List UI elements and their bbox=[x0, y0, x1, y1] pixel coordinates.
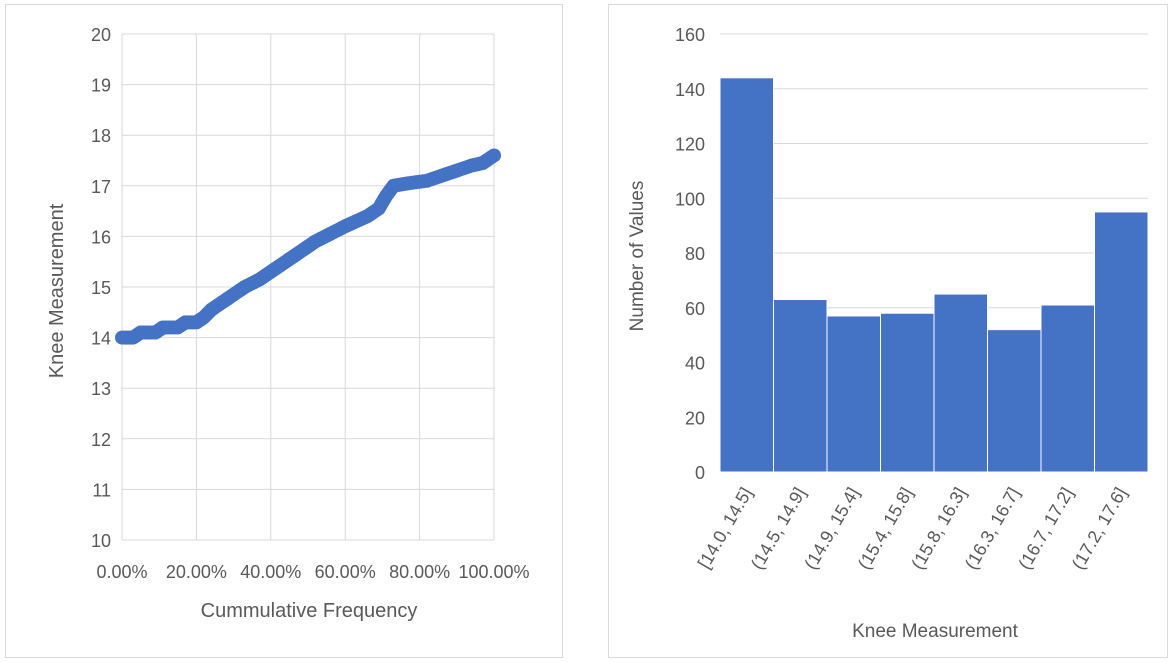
scatter-y-tick-label: 16 bbox=[91, 227, 111, 247]
scatter-y-tick-label: 11 bbox=[92, 480, 111, 500]
histogram-y-tick-label: 140 bbox=[675, 80, 705, 100]
histogram-x-tick-label: (14.9, 15.4] bbox=[800, 484, 863, 573]
scatter-y-tick-label: 10 bbox=[91, 531, 111, 551]
scatter-x-tick-label: 100.00% bbox=[458, 562, 529, 582]
scatter-x-axis-title: Cummulative Frequency bbox=[201, 600, 418, 622]
histogram-y-tick-label: 0 bbox=[695, 463, 705, 483]
scatter-y-tick-label: 20 bbox=[91, 25, 111, 45]
histogram-bar bbox=[719, 77, 774, 473]
histogram-y-tick-label: 120 bbox=[675, 135, 705, 155]
scatter-chart-panel: 10 11 12 13 14 15 16 17 18 19 20 0.00% 20.00% 40.00%… bbox=[5, 4, 563, 658]
histogram-y-tick-label: 160 bbox=[675, 25, 705, 45]
histogram-y-tick-label: 100 bbox=[675, 189, 705, 209]
histogram-x-tick-label: (15.4, 15.8] bbox=[854, 484, 917, 573]
scatter-chart: 10 11 12 13 14 15 16 17 18 19 20 0.00% 20.00% 40.00%… bbox=[46, 25, 530, 622]
histogram-x-tick-label: (15.8, 16.3] bbox=[907, 484, 970, 573]
scatter-x-tick-label: 60.00% bbox=[315, 562, 376, 582]
scatter-x-tick-label: 40.00% bbox=[240, 562, 301, 582]
scatter-point bbox=[487, 148, 501, 163]
scatter-y-axis-title: Knee Measurement bbox=[46, 203, 68, 378]
histogram-bar bbox=[1094, 211, 1149, 473]
histogram-chart-panel: 0 20 40 60 80 100 120 140 160 [14.0, 14.5] (14.5,… bbox=[608, 4, 1168, 658]
histogram-y-tick-label: 40 bbox=[685, 354, 705, 374]
histogram-x-axis-title: Knee Measurement bbox=[852, 621, 1019, 642]
histogram-x-tick-label: (17.2, 17.6] bbox=[1068, 484, 1131, 573]
scatter-x-tick-label: 80.00% bbox=[389, 562, 450, 582]
histogram-y-tick-label: 20 bbox=[685, 408, 705, 428]
scatter-y-tick-label: 12 bbox=[91, 430, 111, 450]
histogram-bar bbox=[933, 293, 988, 473]
scatter-x-tick-label: 0.00% bbox=[96, 562, 147, 582]
histogram-bar bbox=[826, 315, 881, 473]
histogram-x-tick-label: [14.0, 14.5] bbox=[694, 484, 756, 572]
histogram-y-tick-label: 80 bbox=[685, 244, 705, 264]
scatter-y-tick-label: 17 bbox=[91, 177, 111, 197]
histogram-bar bbox=[773, 299, 828, 473]
histogram-bar bbox=[1040, 304, 1095, 473]
scatter-y-tick-label: 18 bbox=[91, 126, 111, 146]
histogram-chart: 0 20 40 60 80 100 120 140 160 [14.0, 14.5](14.5,… bbox=[627, 25, 1149, 642]
histogram-x-tick-label: (16.7, 17.2] bbox=[1014, 484, 1077, 573]
scatter-y-tick-label: 14 bbox=[91, 329, 111, 349]
scatter-y-tick-label: 15 bbox=[91, 278, 111, 298]
histogram-x-tick-label: (16.3, 16.7] bbox=[961, 484, 1024, 573]
histogram-x-tick-label: (14.5, 14.9] bbox=[747, 484, 810, 573]
scatter-y-tick-label: 19 bbox=[91, 76, 111, 96]
scatter-y-tick-label: 13 bbox=[91, 379, 111, 399]
histogram-y-tick-label: 60 bbox=[685, 299, 705, 319]
histogram-bar bbox=[987, 329, 1042, 473]
histogram-y-axis-title: Number of Values bbox=[627, 181, 648, 332]
scatter-x-tick-label: 20.00% bbox=[166, 562, 227, 582]
histogram-bar bbox=[880, 312, 935, 473]
